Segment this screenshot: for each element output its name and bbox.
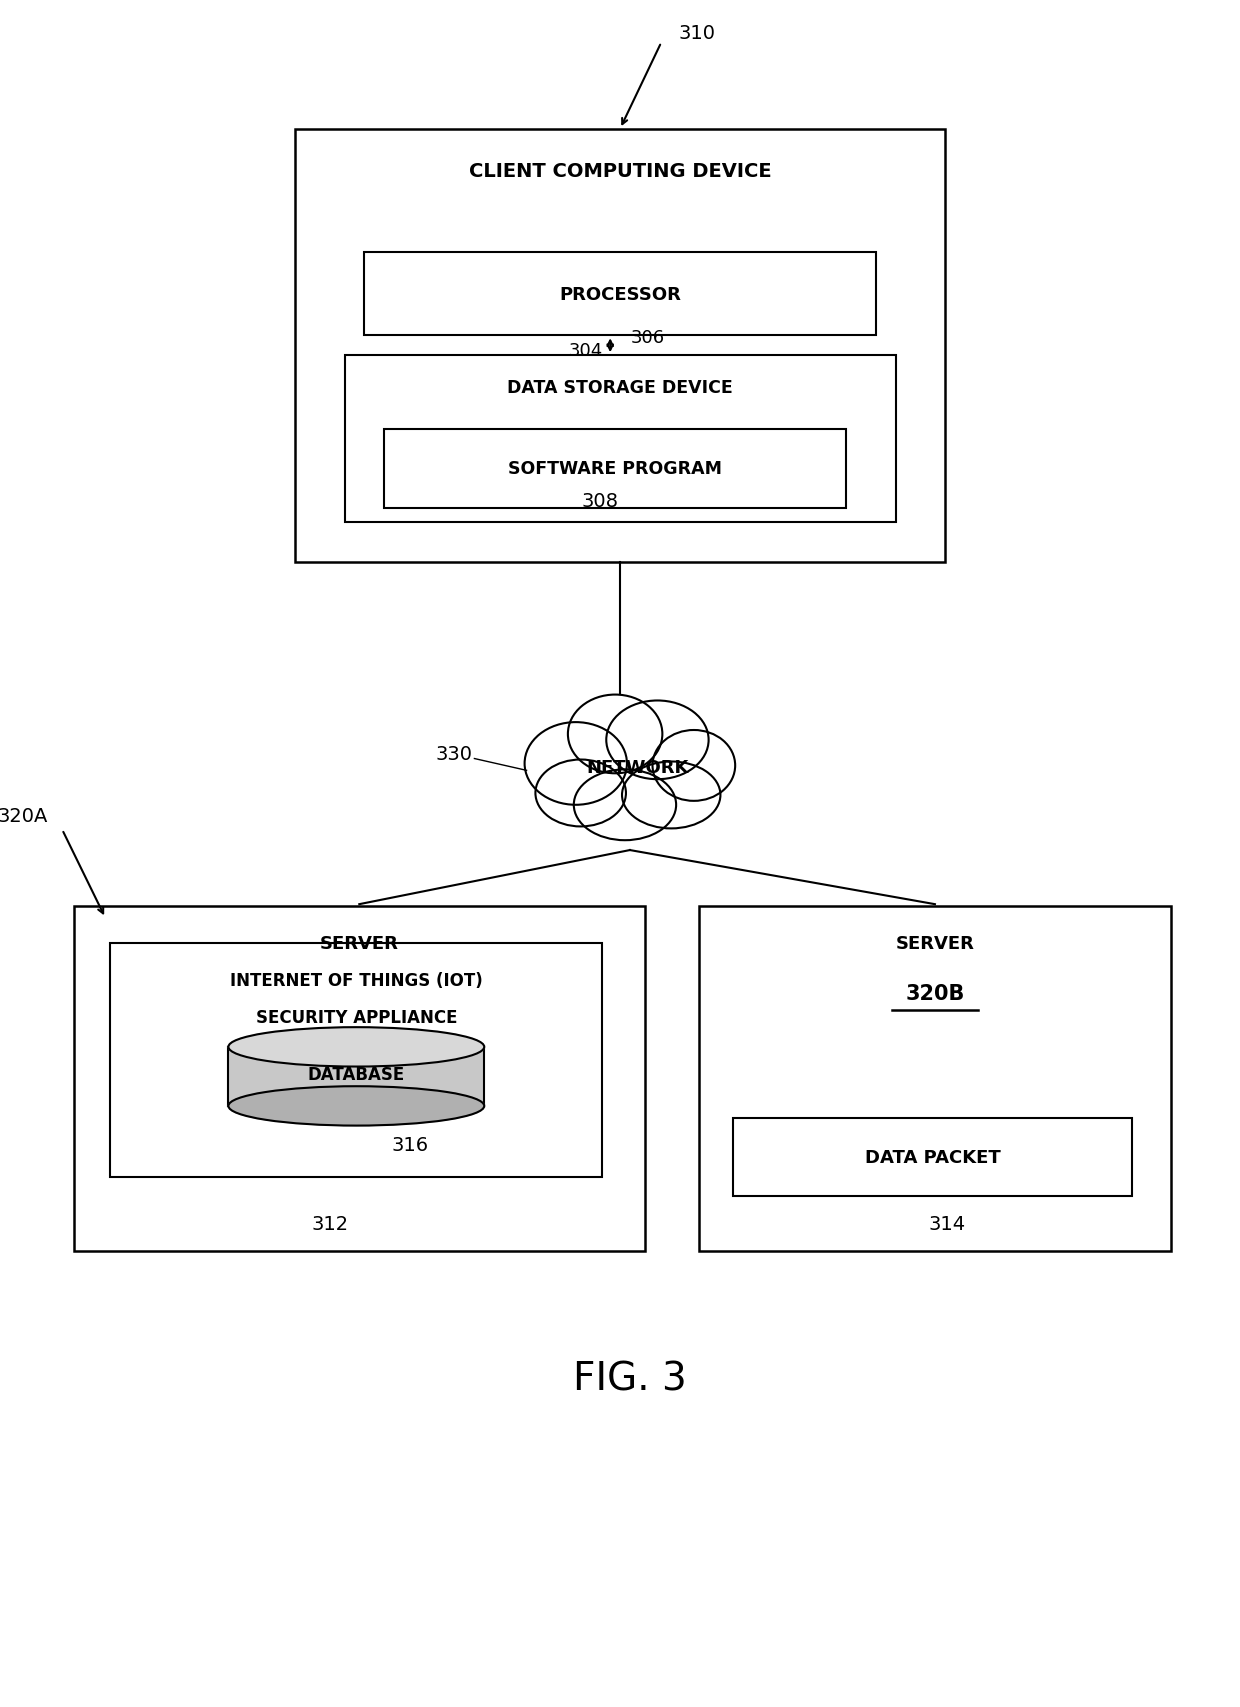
- Ellipse shape: [228, 1087, 485, 1127]
- FancyBboxPatch shape: [228, 1046, 485, 1106]
- Ellipse shape: [606, 702, 708, 780]
- Ellipse shape: [568, 695, 662, 773]
- Text: PROCESSOR: PROCESSOR: [559, 285, 681, 304]
- Text: SERVER: SERVER: [895, 934, 975, 953]
- Ellipse shape: [525, 722, 627, 806]
- Ellipse shape: [228, 1028, 485, 1067]
- Text: CLIENT COMPUTING DEVICE: CLIENT COMPUTING DEVICE: [469, 162, 771, 181]
- Text: 314: 314: [929, 1214, 966, 1232]
- Ellipse shape: [622, 761, 720, 830]
- FancyBboxPatch shape: [365, 253, 875, 336]
- FancyBboxPatch shape: [384, 430, 847, 509]
- Ellipse shape: [574, 770, 676, 842]
- Ellipse shape: [536, 760, 626, 826]
- FancyBboxPatch shape: [345, 355, 895, 522]
- Text: SECURITY APPLIANCE: SECURITY APPLIANCE: [255, 1009, 458, 1026]
- Text: 308: 308: [582, 492, 619, 510]
- Text: DATA STORAGE DEVICE: DATA STORAGE DEVICE: [507, 379, 733, 396]
- Text: DATA PACKET: DATA PACKET: [864, 1149, 1001, 1166]
- FancyBboxPatch shape: [733, 1118, 1132, 1197]
- FancyBboxPatch shape: [74, 906, 645, 1251]
- Text: 320A: 320A: [0, 807, 48, 826]
- Text: 330: 330: [435, 744, 472, 763]
- Text: 304: 304: [568, 341, 603, 360]
- Ellipse shape: [652, 731, 735, 801]
- Text: 316: 316: [392, 1135, 429, 1154]
- Text: SOFTWARE PROGRAM: SOFTWARE PROGRAM: [508, 459, 722, 478]
- Text: DATABASE: DATABASE: [308, 1065, 405, 1084]
- Text: 320B: 320B: [905, 983, 965, 1004]
- FancyBboxPatch shape: [699, 906, 1171, 1251]
- Text: 312: 312: [311, 1214, 348, 1232]
- Text: INTERNET OF THINGS (IOT): INTERNET OF THINGS (IOT): [229, 971, 482, 990]
- Text: SERVER: SERVER: [320, 934, 399, 953]
- Text: FIG. 3: FIG. 3: [573, 1360, 687, 1398]
- FancyBboxPatch shape: [295, 130, 945, 562]
- FancyBboxPatch shape: [110, 942, 603, 1178]
- Text: 310: 310: [678, 24, 715, 43]
- Text: NETWORK: NETWORK: [587, 760, 689, 777]
- Text: 306: 306: [630, 329, 665, 347]
